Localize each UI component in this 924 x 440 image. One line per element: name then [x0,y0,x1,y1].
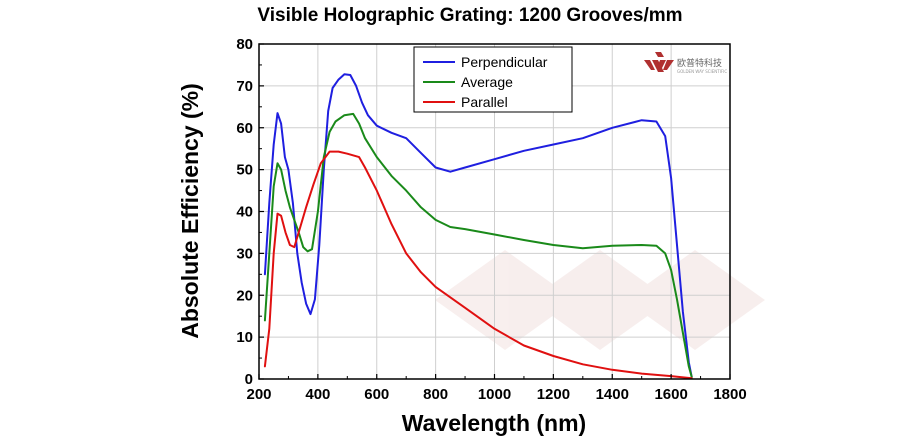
x-tick-label: 1600 [654,386,687,403]
logo-subtitle: GOLDEN WAY SCIENTIFIC [677,69,727,74]
watermark [435,250,765,350]
y-tick-label: 20 [236,287,253,304]
ticks: 200 400 600 800 1000 1200 1400 1600 1800 0 10 20 30 4… [236,36,746,403]
y-tick-label: 50 [236,162,253,179]
y-tick-label: 0 [245,371,253,388]
y-tick-label: 10 [236,329,253,346]
series-line-average [263,112,693,378]
logo-name: 欧普特科技 [677,57,722,69]
x-tick-label: 200 [246,386,271,403]
series-layer [263,73,693,380]
y-axis-label: Absolute Efficiency (%) [177,83,203,339]
legend-label-perpendicular: Perpendicular [461,54,548,70]
x-tick-label: 600 [364,386,389,403]
series-line-parallel [263,150,693,380]
chart-title: Visible Holographic Grating: 1200 Groove… [257,5,682,26]
x-tick-label: 1800 [713,386,746,403]
gw-logo-icon [644,52,674,72]
legend: Perpendicular Average Parallel [413,46,573,113]
y-tick-label: 60 [236,120,253,137]
brand-logo: 欧普特科技 GOLDEN WAY SCIENTIFIC [644,52,727,74]
legend-label-parallel: Parallel [461,94,508,110]
y-tick-label: 70 [236,78,253,95]
legend-label-average: Average [461,74,513,90]
x-tick-label: 1200 [537,386,570,403]
x-tick-label: 800 [423,386,448,403]
y-tick-label: 30 [236,245,253,262]
y-tick-label: 40 [236,204,253,221]
x-axis-label: Wavelength (nm) [402,410,586,436]
x-tick-label: 1400 [596,386,629,403]
series-line-perpendicular [263,73,693,378]
x-tick-label: 400 [305,386,330,403]
y-tick-label: 80 [236,36,253,53]
x-tick-label: 1000 [478,386,511,403]
